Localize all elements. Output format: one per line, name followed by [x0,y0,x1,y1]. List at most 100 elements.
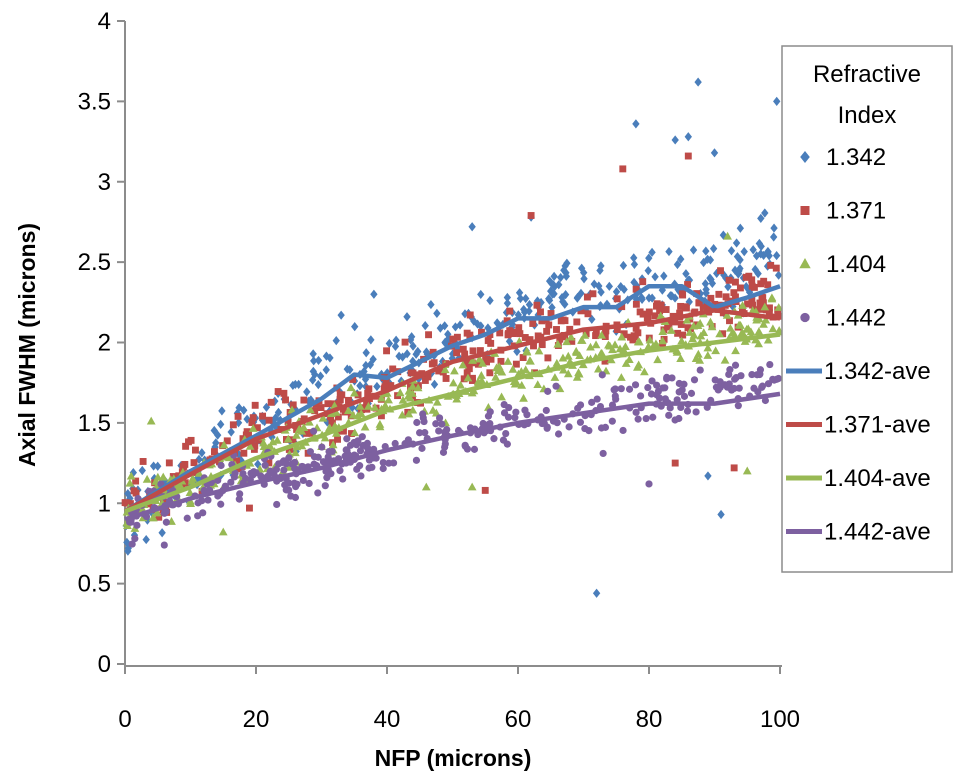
data-point [183,514,191,522]
data-point [757,249,765,259]
data-point [710,148,719,158]
data-point [152,508,162,517]
data-point [412,456,421,464]
y-tick-label: 0.5 [78,571,111,598]
data-point [240,405,248,415]
data-point [322,351,331,361]
data-point [738,301,747,309]
data-point [146,416,156,425]
data-point [725,323,735,332]
data-point [720,355,730,364]
data-point [682,315,692,324]
data-point [463,373,473,382]
data-point [350,388,359,397]
data-point [717,267,724,275]
data-point [555,280,563,290]
data-point [328,440,338,449]
data-point [204,496,212,504]
data-point [715,329,725,338]
data-point [704,471,712,481]
data-point [372,454,380,462]
legend-box [781,45,953,573]
data-point [676,309,684,317]
data-point [435,367,443,375]
data-point [673,259,682,270]
data-point [432,397,442,406]
data-point [463,329,471,337]
data-point [610,340,620,349]
data-point [684,132,692,142]
data-point [427,299,435,310]
data-point [187,436,195,444]
data-point [198,448,206,458]
x-tick-label: 100 [760,706,800,733]
data-point [592,332,600,340]
data-point [680,392,689,400]
data-point [601,333,609,340]
data-point [363,398,371,406]
data-point [580,268,588,278]
data-point [585,427,593,435]
data-point [757,280,765,288]
data-point [573,318,581,326]
data-point [525,306,533,316]
data-point [629,336,637,344]
data-point [278,458,287,466]
data-point [765,309,773,317]
data-point [770,376,778,384]
data-point [285,486,293,494]
data-point [682,269,690,279]
data-point [343,446,351,454]
data-point [332,428,341,437]
data-point [271,413,280,423]
data-point [595,281,603,291]
data-point [429,348,437,356]
data-point [431,408,441,417]
data-point [138,465,146,476]
data-point [636,392,645,400]
data-point [443,425,451,434]
data-point [477,289,485,300]
data-point [132,489,140,497]
data-point [658,327,668,335]
data-point [324,400,332,408]
data-point [160,509,169,517]
data-point [755,370,764,379]
data-point [223,437,231,445]
data-point [727,386,736,394]
data-point [283,434,293,443]
data-point [645,335,655,344]
data-point [387,382,395,390]
y-tick-label: 4 [98,8,111,35]
data-point [428,360,436,368]
data-point [235,403,243,413]
data-point [620,284,628,295]
data-point [463,369,471,377]
data-point [363,439,372,447]
legend-item-1.404: 1.404 [799,251,886,278]
data-point [644,266,652,276]
data-point [311,369,319,380]
data-point [440,365,450,374]
data-point [287,405,297,414]
data-point [493,318,501,328]
data-point [550,289,558,299]
data-point [512,408,520,416]
data-point [348,410,358,419]
data-point [684,324,692,332]
data-point [676,354,685,362]
data-point [679,291,687,299]
data-point [754,339,763,348]
data-point [613,326,621,334]
data-point [435,427,443,435]
data-point [563,351,573,360]
data-point [124,543,132,553]
data-point [649,413,657,421]
data-point [194,499,202,507]
data-point [645,308,653,316]
data-point [594,364,603,373]
data-point [610,386,618,394]
data-point [336,396,344,404]
data-point [338,391,346,399]
y-tick-label: 2 [98,330,111,357]
